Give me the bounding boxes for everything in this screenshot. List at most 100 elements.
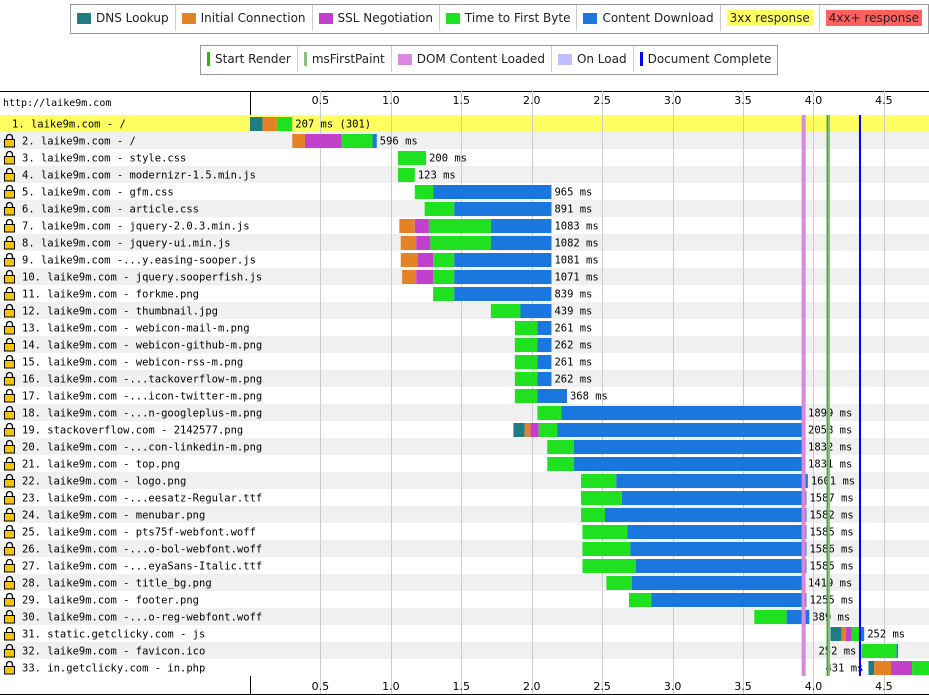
tick-label: 0.5 [312,680,330,693]
row-label: 26. laike9m.com -...o-bol-webfont.woff [22,544,262,556]
row-label: 29. laike9m.com - footer.png [22,595,199,607]
lock-icon [5,456,14,463]
bar-dl [454,253,552,267]
row-label: 7. laike9m.com - jquery-2.0.3.min.js [22,221,250,233]
row-timing: 389 ms [812,612,850,624]
bar-dl [561,406,806,420]
bar-ssl [890,661,913,675]
legend-label: Start Render [215,52,291,66]
row-timing: 1601 ms [811,476,855,488]
ms-first-paint-line [827,115,830,676]
lock-icon [5,507,14,514]
row-background [0,336,929,353]
bar-dns [868,661,875,675]
tick-label: 1.5 [453,94,471,107]
bar-ttfb [547,440,575,454]
tick-label: 2.0 [523,680,541,693]
lock-icon [4,649,15,658]
bar-ttfb [514,321,538,335]
lock-icon [4,445,15,454]
tick-label: 3.0 [664,94,682,107]
bar-ssl [416,236,431,250]
lock-icon [5,405,14,412]
row-timing: 596 ms [380,136,418,148]
bar-ttfb [861,644,897,658]
row-timing: 200 ms [429,153,467,165]
lock-icon [5,524,14,531]
bar-ttfb [276,117,293,131]
bar-ssl [417,253,434,267]
row-background [0,149,929,166]
row-background [0,608,929,625]
lock-icon [4,513,15,522]
row-timing: 1587 ms [809,493,853,505]
row-label: 12. laike9m.com - thumbnail.jpg [22,306,218,318]
lock-icon [4,292,15,301]
legend-item-dom-content-loaded: DOM Content Loaded [392,46,552,72]
legend-swatch [445,12,460,24]
row-timing: 1899 ms [808,408,852,420]
row-label: 24. laike9m.com - menubar.png [22,510,205,522]
bar-dl [631,576,806,590]
legend-label: Time to First Byte [464,11,571,25]
row-timing: 1082 ms [554,238,598,250]
event-legend: Start Render msFirstPaint DOM Content Load… [200,45,779,75]
legend-marker [639,52,643,66]
bar-dl [630,542,807,556]
bar-dns [513,423,525,437]
bar-ttfb [582,525,628,539]
legend-label: DNS Lookup [96,11,169,25]
row-timing: 207 ms (301) [295,119,371,131]
row-label: 15. laike9m.com - webicon-rss-m.png [22,357,243,369]
bar-conn [292,134,305,148]
row-label: 16. laike9m.com -...tackoverflow-m.png [22,374,262,386]
lock-icon [4,343,15,352]
lock-icon [5,422,14,429]
bar-dl [616,474,808,488]
bar-ttfb [581,474,617,488]
row-timing: 891 ms [554,204,592,216]
page-url: http://laike9m.com [3,98,111,109]
lock-icon [5,609,14,616]
row-label: 17. laike9m.com -...icon-twitter-m.png [22,391,262,403]
row-label: 30. laike9m.com -...o-reg-webfont.woff [22,612,262,624]
bar-ttfb [537,406,562,420]
bar-ttfb [428,219,491,233]
legend-label: Content Download [602,11,714,25]
row-timing: 1586 ms [809,544,853,556]
waterfall-chart: http://laike9m.com 0.5 0.5 1.0 1.0 1.5 1.5 2.0 2… [0,91,929,695]
row-label: 8. laike9m.com - jquery-ui.min.js [22,238,231,250]
bar-conn [402,270,417,284]
legend-label: Document Complete [647,52,772,66]
bar-ssl [416,270,434,284]
bar-dl [651,593,807,607]
row-timing: 1582 ms [809,510,853,522]
row-timing: 262 ms [554,374,592,386]
tick-label: 4.5 [875,680,893,693]
lock-icon [4,377,15,386]
bar-ttfb [582,559,636,573]
timing-legend: DNS Lookup Initial Connection SSL Negotiat… [70,4,929,34]
legend-label: SSL Negotiation [337,11,433,25]
legend-item-3xx-response: 3xx response [721,5,820,31]
row-timing: 431 ms [825,663,863,675]
row-label: 6. laike9m.com - article.css [22,204,199,216]
row-label: 33. in.getclicky.com - in.php [22,663,205,675]
row-label: 28. laike9m.com - title_bg.png [22,578,212,590]
bar-ttfb [414,185,434,199]
lock-icon [5,133,14,140]
bar-ttfb [851,627,860,641]
row-timing: 965 ms [554,187,592,199]
lock-icon [4,666,15,675]
lock-icon [5,167,14,174]
legend-label: 4xx+ response [825,10,922,26]
row-timing: 261 ms [554,357,592,369]
bar-conn [874,661,891,675]
start-render-line [826,115,829,676]
bar-conn [400,253,418,267]
row-label: 11. laike9m.com - forkme.png [22,289,199,301]
row-label: 19. stackoverflow.com - 2142577.png [22,425,243,437]
bar-dns [250,117,263,131]
lock-icon [4,496,15,505]
row-timing: 1071 ms [554,272,598,284]
